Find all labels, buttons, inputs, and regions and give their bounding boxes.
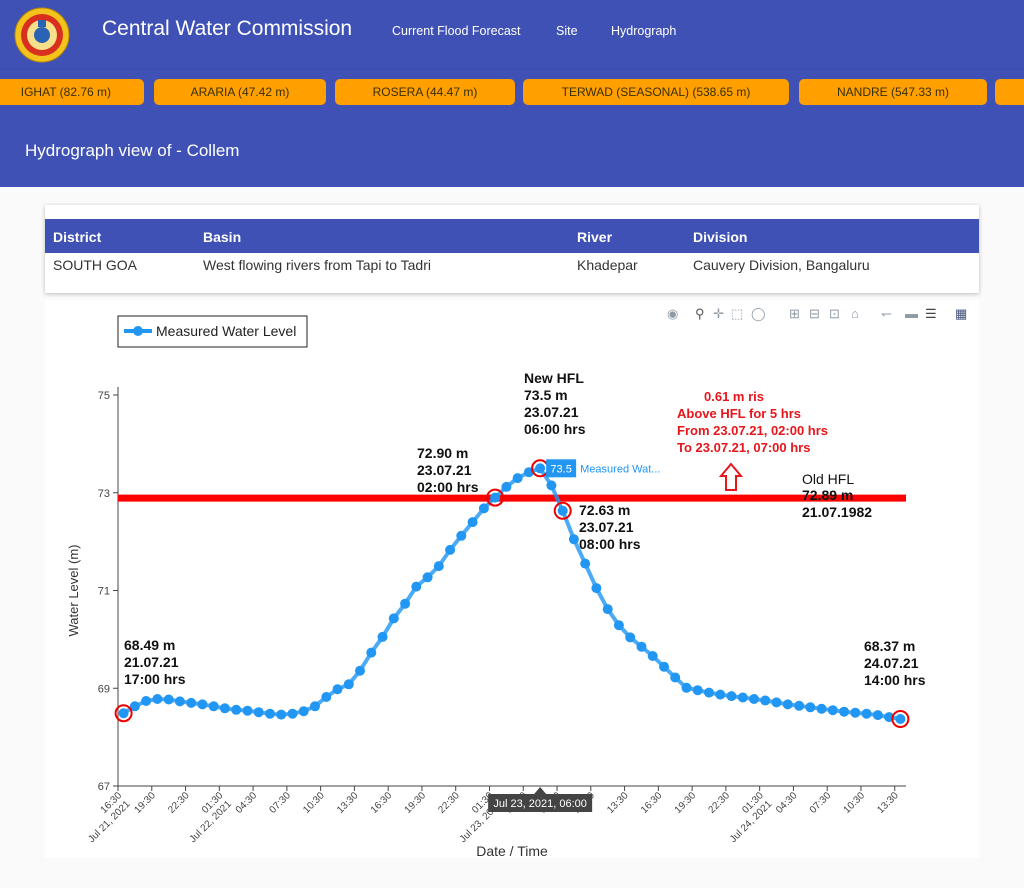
station-ticker: IGHAT (82.76 m) ARARIA (47.42 m) ROSERA … bbox=[0, 70, 1024, 116]
ticker-item[interactable]: ROSERA (44.47 m) bbox=[335, 79, 515, 105]
ticker-item[interactable] bbox=[995, 79, 1024, 105]
nav-site[interactable]: Site bbox=[556, 24, 578, 38]
chart-modebar: ◉ ⚲ ✛ ⬚ ◯ ⊞ ⊟ ⊡ ⌂ ↽ ▬ ☰ ▦ bbox=[665, 305, 977, 323]
zoom-in-icon[interactable]: ⊞ bbox=[789, 306, 800, 321]
camera-icon[interactable]: ◉ bbox=[667, 306, 679, 321]
column-header-division: Division bbox=[693, 229, 748, 245]
page-header: Hydrograph view of - Collem bbox=[0, 116, 1024, 187]
reset-axes-icon[interactable]: ⌂ bbox=[851, 306, 859, 321]
autoscale-icon[interactable]: ⊡ bbox=[829, 306, 840, 321]
pan-icon[interactable]: ✛ bbox=[713, 306, 724, 321]
ticker-item[interactable]: NANDRE (547.33 m) bbox=[799, 79, 987, 105]
site-info-card: District Basin River Division SOUTH GOA … bbox=[45, 205, 979, 293]
spike-lines-icon[interactable]: ↽ bbox=[881, 306, 892, 321]
cell-river: Khadepar bbox=[577, 257, 638, 273]
app-title: Central Water Commission bbox=[102, 17, 353, 40]
table-header: District Basin River Division bbox=[45, 219, 979, 253]
zoom-out-icon[interactable]: ⊟ bbox=[809, 306, 820, 321]
hydrograph-chart[interactable]: ◉ ⚲ ✛ ⬚ ◯ ⊞ ⊟ ⊡ ⌂ ↽ ▬ ☰ ▦ bbox=[45, 300, 979, 858]
nav-current-flood-forecast[interactable]: Current Flood Forecast bbox=[392, 24, 521, 38]
lasso-icon[interactable]: ◯ bbox=[751, 306, 766, 321]
plotly-logo-icon[interactable]: ▦ bbox=[955, 306, 968, 321]
page-title: Hydrograph view of - Collem bbox=[25, 141, 240, 160]
ticker-item[interactable]: ARARIA (47.42 m) bbox=[154, 79, 326, 105]
column-header-river: River bbox=[577, 229, 613, 245]
cell-district: SOUTH GOA bbox=[53, 257, 138, 273]
top-app-bar: Central Water Commission Current Flood F… bbox=[0, 0, 1024, 70]
hover-closest-icon[interactable]: ▬ bbox=[905, 306, 918, 321]
column-header-district: District bbox=[53, 229, 102, 245]
ticker-item[interactable]: IGHAT (82.76 m) bbox=[0, 79, 144, 105]
ticker-item-label: IGHAT (82.76 m) bbox=[20, 85, 111, 99]
hover-compare-icon[interactable]: ☰ bbox=[925, 306, 937, 321]
zoom-icon[interactable]: ⚲ bbox=[695, 306, 705, 321]
cell-division: Cauvery Division, Bangaluru bbox=[693, 257, 870, 273]
box-select-icon[interactable]: ⬚ bbox=[731, 306, 744, 321]
ticker-item[interactable]: TERWAD (SEASONAL) (538.65 m) bbox=[523, 79, 789, 105]
cell-basin: West flowing rivers from Tapi to Tadri bbox=[203, 257, 431, 273]
cwc-logo-icon bbox=[14, 7, 70, 63]
column-header-basin: Basin bbox=[203, 229, 242, 245]
nav-hydrograph[interactable]: Hydrograph bbox=[611, 24, 677, 38]
